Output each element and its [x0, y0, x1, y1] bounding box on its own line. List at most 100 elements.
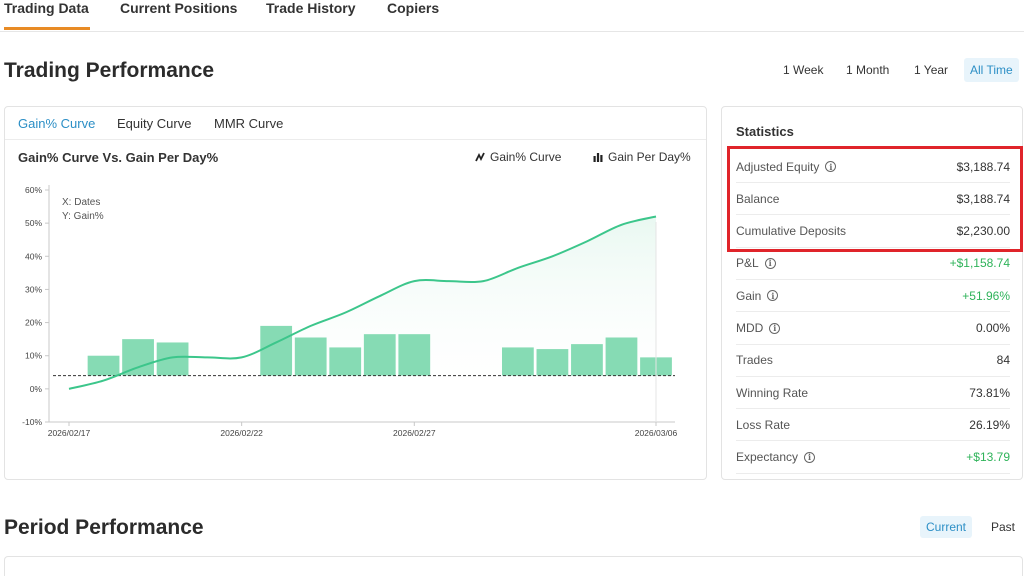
- tab-trade-history[interactable]: Trade History: [266, 0, 356, 16]
- stat-value: $3,188.74: [956, 159, 1010, 174]
- period-past-button[interactable]: Past: [991, 520, 1016, 534]
- tab-trading-data[interactable]: Trading Data: [4, 0, 90, 32]
- x-tick-label: 2026/03/06: [635, 428, 678, 438]
- period-performance-title: Period Performance: [4, 516, 204, 539]
- statistics-title: Statistics: [736, 124, 794, 139]
- legend-gain-per-day[interactable]: Gain Per Day%: [593, 150, 691, 164]
- stat-label-text: Adjusted Equity: [736, 159, 820, 174]
- chart-title: Gain% Curve Vs. Gain Per Day%: [18, 150, 219, 165]
- stat-value: 0.00%: [975, 321, 1010, 335]
- stat-label: Winning Rate: [736, 386, 808, 400]
- stat-label: Expectancy i: [736, 450, 816, 465]
- stat-label: Adjusted Equity i: [736, 159, 837, 174]
- range-1-year-button[interactable]: 1 Year: [914, 63, 949, 77]
- gain-per-day-bar: [605, 337, 638, 376]
- stat-value: +51.96%: [962, 288, 1010, 303]
- y-tick-label: 0%: [30, 384, 43, 394]
- gain-per-day-bar: [536, 349, 569, 376]
- info-icon[interactable]: i: [769, 322, 781, 334]
- legend-gain-per-day-label: Gain Per Day%: [608, 150, 691, 164]
- stat-row-mdd: MDD i 0.00%: [736, 313, 1010, 345]
- x-tick-label: 2026/02/22: [220, 428, 263, 438]
- stat-label-text: MDD: [736, 321, 764, 335]
- trading-performance-title: Trading Performance: [4, 59, 215, 82]
- tab-equity-curve[interactable]: Equity Curve: [117, 116, 192, 131]
- period-current-button[interactable]: Current: [920, 516, 973, 538]
- range-all-time-button[interactable]: All Time: [964, 58, 1019, 82]
- stat-row-p-l: P&L i +$1,158.74: [736, 248, 1010, 280]
- stat-value: $3,188.74: [956, 191, 1010, 206]
- stat-value: 73.81%: [969, 385, 1010, 400]
- info-icon[interactable]: i: [804, 451, 816, 463]
- stat-row-gain: Gain i +51.96%: [736, 280, 1010, 313]
- stat-label: Balance: [736, 192, 779, 206]
- y-tick-label: 30%: [25, 284, 42, 294]
- gain-curve-area: [69, 216, 656, 389]
- gain-per-day-bar: [87, 355, 120, 376]
- gain-per-day-bar: [398, 334, 431, 376]
- stat-label: P&L i: [736, 256, 776, 270]
- stat-label: Loss Rate: [736, 418, 790, 432]
- stat-label: Gain i: [736, 288, 779, 303]
- y-tick-label: 10%: [25, 351, 42, 361]
- y-tick-label: 20%: [25, 318, 42, 328]
- y-tick-label: -10%: [22, 417, 42, 427]
- stat-label: Cumulative Deposits: [736, 224, 846, 238]
- tab-gain-curve[interactable]: Gain% Curve: [18, 116, 96, 131]
- stat-label-text: Balance: [736, 191, 780, 206]
- stat-value: $2,230.00: [956, 224, 1010, 239]
- stat-label-text: P&L: [736, 256, 759, 271]
- tab-copiers[interactable]: Copiers: [387, 0, 440, 16]
- gain-per-day-bar: [122, 339, 154, 376]
- info-icon[interactable]: i: [825, 161, 837, 172]
- gain-per-day-bar: [363, 334, 396, 376]
- bar-chart-icon: [593, 153, 603, 162]
- stat-label-text: Gain: [736, 288, 762, 303]
- stat-value: +$13.79: [966, 450, 1010, 465]
- chart-card: Gain% Curve Equity Curve MMR Curve Gain%…: [4, 106, 707, 480]
- stat-label-text: Cumulative Deposits: [736, 224, 847, 239]
- stat-row-adjusted-equity: Adjusted Equity i $3,188.74: [736, 151, 1010, 183]
- chart-tab-bar: Gain% Curve Equity Curve MMR Curve: [5, 107, 706, 140]
- y-tick-label: 40%: [25, 251, 42, 261]
- stat-row-balance: Balance $3,188.74: [736, 183, 1010, 216]
- y-tick-label: 50%: [25, 218, 42, 228]
- stat-label-text: Expectancy: [736, 450, 799, 465]
- tab-current-positions[interactable]: Current Positions: [120, 0, 238, 16]
- info-icon[interactable]: i: [767, 290, 779, 302]
- gain-per-day-bar: [260, 325, 293, 376]
- x-axis-annotation: X: Dates: [62, 197, 100, 208]
- tab-divider: [0, 31, 1024, 32]
- gain-per-day-bar: [329, 347, 362, 376]
- stat-row-expectancy: Expectancy i +$13.79: [736, 442, 1010, 474]
- y-tick-label: 60%: [25, 185, 42, 195]
- stat-row-cumulative-deposits: Cumulative Deposits $2,230.00: [736, 216, 1010, 248]
- stat-label: Trades: [736, 353, 773, 367]
- stat-row-loss-rate: Loss Rate 26.19%: [736, 409, 1010, 442]
- period-card: [4, 556, 1023, 576]
- statistics-card: Statistics Adjusted Equity i $3,188.74 Bala…: [721, 106, 1023, 480]
- gain-per-day-bar: [571, 344, 603, 376]
- x-tick-label: 2026/02/27: [393, 428, 436, 438]
- tab-mmr-curve[interactable]: MMR Curve: [214, 116, 284, 131]
- stat-row-winning-rate: Winning Rate 73.81%: [736, 377, 1010, 410]
- gain-chart: 60% 50% 40% 30% 20% 10% 0% -10% 2026/02/17 2026/0…: [22, 185, 678, 438]
- stat-value: 84: [996, 353, 1010, 368]
- info-icon[interactable]: i: [764, 257, 776, 269]
- legend-gain-curve[interactable]: Gain% Curve: [475, 150, 561, 164]
- stat-label-text: Winning Rate: [736, 385, 809, 400]
- x-tick-label: 2026/02/17: [48, 428, 91, 438]
- stat-label-text: Loss Rate: [736, 417, 791, 432]
- stat-label: MDD i: [736, 321, 781, 335]
- stat-row-trades: Trades 84: [736, 345, 1010, 377]
- y-axis-annotation: Y: Gain%: [62, 211, 104, 222]
- stat-label-text: Trades: [736, 353, 773, 368]
- gain-curve-line: [68, 215, 657, 390]
- range-1-month-button[interactable]: 1 Month: [846, 63, 890, 77]
- range-1-week-button[interactable]: 1 Week: [783, 63, 824, 77]
- top-tab-bar: Trading Data Current Positions Trade His…: [0, 0, 1024, 32]
- legend-gain-curve-label: Gain% Curve: [490, 150, 562, 164]
- stat-value: 26.19%: [969, 417, 1010, 432]
- stat-value: +$1,158.74: [949, 256, 1010, 271]
- gain-per-day-bar: [501, 347, 534, 376]
